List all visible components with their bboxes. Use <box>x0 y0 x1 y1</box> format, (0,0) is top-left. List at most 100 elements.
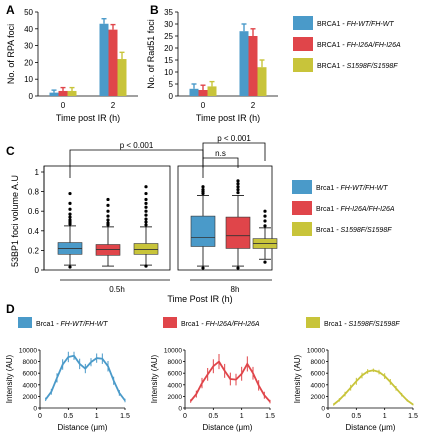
outlier-point <box>106 214 110 218</box>
outlier-point <box>236 182 240 186</box>
bar <box>207 86 217 96</box>
outlier-point <box>236 190 240 195</box>
y-tick-label: 0 <box>178 406 182 413</box>
y-tick-label: 6000 <box>23 371 38 378</box>
box <box>225 216 251 249</box>
y-tick-label: 10 <box>164 68 173 77</box>
y-tick-label: 8000 <box>23 359 38 366</box>
outlier-point <box>144 209 148 213</box>
outlier-point <box>201 188 205 192</box>
legend-swatch <box>18 317 32 328</box>
x-tick-label: 2 <box>111 101 116 110</box>
x-tick-label: 0 <box>183 413 187 420</box>
legend-label: BRCA1 - FH-WT/FH-WT <box>317 21 394 28</box>
outlier-point <box>201 185 205 189</box>
bar <box>248 36 258 96</box>
y-tick-label: 20 <box>24 58 33 67</box>
y-axis-label: 53BP1 foci volume A.U <box>10 175 20 267</box>
significance-bracket <box>202 142 266 161</box>
legend-prefix: Brca1 <box>324 321 342 328</box>
y-tick-label: 5 <box>169 80 174 89</box>
legend-suffix: - FH-I26A/FH-I26A <box>334 206 395 213</box>
y-tick-label: 0.6 <box>28 207 40 216</box>
legend-prefix: BRCA1 <box>317 21 340 28</box>
group-frame <box>43 165 171 271</box>
y-tick-label: 0 <box>321 406 325 413</box>
y-tick-label: 10000 <box>164 348 182 355</box>
outlier-point <box>144 201 148 205</box>
chart-b-rad51-foci: 0 5 10 15 20 25 30 35 0 2 Time post IR (h) No. of R… <box>146 8 278 123</box>
y-tick-label: 10 <box>24 75 33 84</box>
box <box>190 215 216 247</box>
legend-swatch <box>306 317 320 328</box>
outlier-point <box>106 218 110 222</box>
x-axis-label: Time Post IR (h) <box>167 294 232 304</box>
y-axis-label: No. of Rad51 foci <box>146 19 156 89</box>
legend-suffix: - FH-WT/FH-WT <box>54 321 108 328</box>
outlier-point <box>106 221 110 225</box>
outlier-point <box>263 219 267 223</box>
panel-label-a: A <box>6 3 15 17</box>
x-tick-label: 1.5 <box>265 413 275 420</box>
outlier-point <box>201 266 205 270</box>
x-axis-label: Distance (μm) <box>203 423 253 432</box>
panel-label-d: D <box>6 302 15 316</box>
outlier-point <box>106 197 110 202</box>
y-tick-label: 8000 <box>168 359 183 366</box>
outlier-point <box>68 207 72 211</box>
outlier-point <box>144 217 148 221</box>
legend-swatch <box>292 180 312 194</box>
y-tick-label: 4000 <box>311 382 326 389</box>
bar <box>117 59 127 96</box>
outlier-point <box>263 214 267 218</box>
bar <box>108 29 118 96</box>
legend-swatch <box>163 317 177 328</box>
y-tick-label: 6000 <box>168 371 183 378</box>
line-panel: Brca1 - FH-WT/FH-WT 0 2000 4000 6000 8000 1000… <box>5 317 130 432</box>
series-line <box>44 354 126 402</box>
bar <box>257 67 267 96</box>
y-axis-label: Intensity (AU) <box>150 354 159 403</box>
legend-prefix: BRCA1 <box>317 42 340 49</box>
legend-suffix: - S1598F/S1598F <box>342 321 400 328</box>
legend-swatch <box>293 37 313 51</box>
chart-a-rpa-foci: 0 10 20 30 40 50 0 2 Time post IR (h) No. of RPA … <box>6 8 138 123</box>
legend-label: Brca1 - FH-I26A/FH-I26A <box>181 321 260 328</box>
y-tick-label: 25 <box>164 32 173 41</box>
x-tick-label: 1.5 <box>408 413 418 420</box>
x-axis-label: Distance (μm) <box>346 423 396 432</box>
outlier-point <box>144 205 148 209</box>
x-tick-label: 0 <box>38 413 42 420</box>
outlier-point <box>68 212 72 216</box>
legend-label: Brca1 - FH-WT/FH-WT <box>36 321 108 328</box>
x-tick-label: 1 <box>240 413 244 420</box>
bar <box>58 90 68 96</box>
y-tick-label: 2000 <box>311 394 326 401</box>
x-tick-label: 2 <box>251 101 256 110</box>
y-tick-label: 50 <box>24 8 33 17</box>
y-tick-label: 0 <box>169 92 174 101</box>
series-line <box>190 360 271 403</box>
y-tick-label: 1 <box>35 168 40 177</box>
legend-suffix: - S1598F/S1598F <box>340 63 398 70</box>
x-axis-label: Time post IR (h) <box>196 113 260 123</box>
legend-label: Brca1 - FH-WT/FH-WT <box>316 185 388 192</box>
outlier-point <box>68 215 72 219</box>
panel-label-b: B <box>150 3 159 17</box>
significance-label: p < 0.001 <box>120 141 154 150</box>
y-tick-label: 0.8 <box>28 188 40 197</box>
y-tick-label: 8000 <box>311 359 326 366</box>
bar <box>198 90 208 96</box>
y-tick-label: 4000 <box>23 382 38 389</box>
y-tick-label: 4000 <box>168 382 183 389</box>
y-tick-label: 0 <box>33 406 37 413</box>
legend-suffix: - S1598F/S1598F <box>334 227 392 234</box>
legend-label: Brca1 - S1598F/S1598F <box>324 321 400 328</box>
legend-suffix: - FH-WT/FH-WT <box>334 185 388 192</box>
outlier-point <box>144 223 148 227</box>
x-tick-label: 0.5 <box>208 413 218 420</box>
box <box>95 244 121 256</box>
